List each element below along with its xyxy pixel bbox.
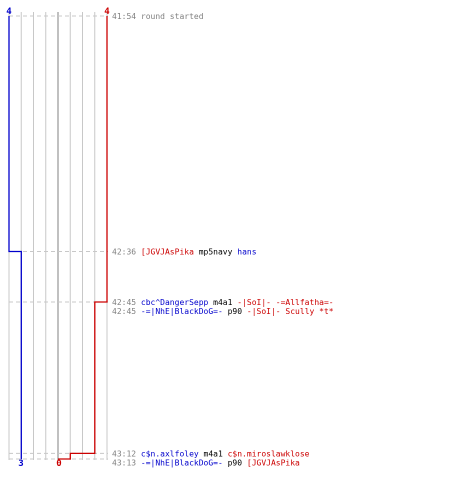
event-segment: hans bbox=[237, 248, 256, 257]
blue-team-line bbox=[8, 16, 22, 459]
bottom-left-count-label: 3 bbox=[18, 459, 23, 469]
event-segment: -=|NhE|BlackDoG=- bbox=[141, 458, 223, 467]
event-segment: mp5navy bbox=[194, 248, 237, 257]
event-time: 42:45 bbox=[112, 307, 141, 316]
event-segment: -|SoI|- -=Allfatha=- bbox=[237, 298, 333, 307]
event-row: 42:45 cbc^DangerSepp m4a1 -|SoI|- -=Allf… bbox=[112, 298, 334, 307]
event-segment: round started bbox=[141, 12, 204, 21]
event-row: 42:45 -=|NhE|BlackDoG=- p90 -|SoI|- Scul… bbox=[112, 307, 334, 316]
bottom-right-count-label: 0 bbox=[56, 459, 61, 469]
event-segment: [JGVJAsPika bbox=[247, 458, 300, 467]
event-row: 43:12 c$n.axlfoley m4a1 c$n.miroslawklos… bbox=[112, 449, 310, 458]
event-segment: m4a1 bbox=[208, 298, 237, 307]
event-log: 41:54 round started 42:36 [JGVJAsPika mp5… bbox=[112, 12, 334, 467]
event-segment: -=|NhE|BlackDoG=- bbox=[141, 307, 223, 316]
event-segment: [JGVJAsPika bbox=[141, 248, 194, 257]
event-row: 42:36 [JGVJAsPika mp5navy hans bbox=[112, 248, 257, 257]
event-row: 41:54 round started bbox=[112, 12, 204, 21]
count-labels: 4 4 3 0 bbox=[6, 7, 110, 469]
event-segment: c$n.miroslawklose bbox=[228, 449, 310, 458]
event-segment: c$n.axlfoley bbox=[141, 449, 199, 458]
event-time: 42:45 bbox=[112, 298, 141, 307]
grid-layer bbox=[8, 12, 108, 460]
red-team-line bbox=[58, 16, 108, 460]
event-time: 43:12 bbox=[112, 449, 141, 458]
event-time: 42:36 bbox=[112, 248, 141, 257]
event-row: 43:13 -=|NhE|BlackDoG=- p90 [JGVJAsPika bbox=[112, 458, 300, 467]
event-segment: cbc^DangerSepp bbox=[141, 298, 209, 307]
series-layer bbox=[8, 16, 108, 460]
event-segment: m4a1 bbox=[199, 449, 228, 458]
event-segment: -|SoI|- Scully *t* bbox=[247, 307, 334, 316]
top-right-count-label: 4 bbox=[104, 7, 110, 17]
event-time: 41:54 bbox=[112, 12, 141, 21]
top-left-count-label: 4 bbox=[6, 7, 12, 17]
event-segment: p90 bbox=[223, 458, 247, 467]
event-time: 43:13 bbox=[112, 458, 141, 467]
event-segment: p90 bbox=[223, 307, 247, 316]
